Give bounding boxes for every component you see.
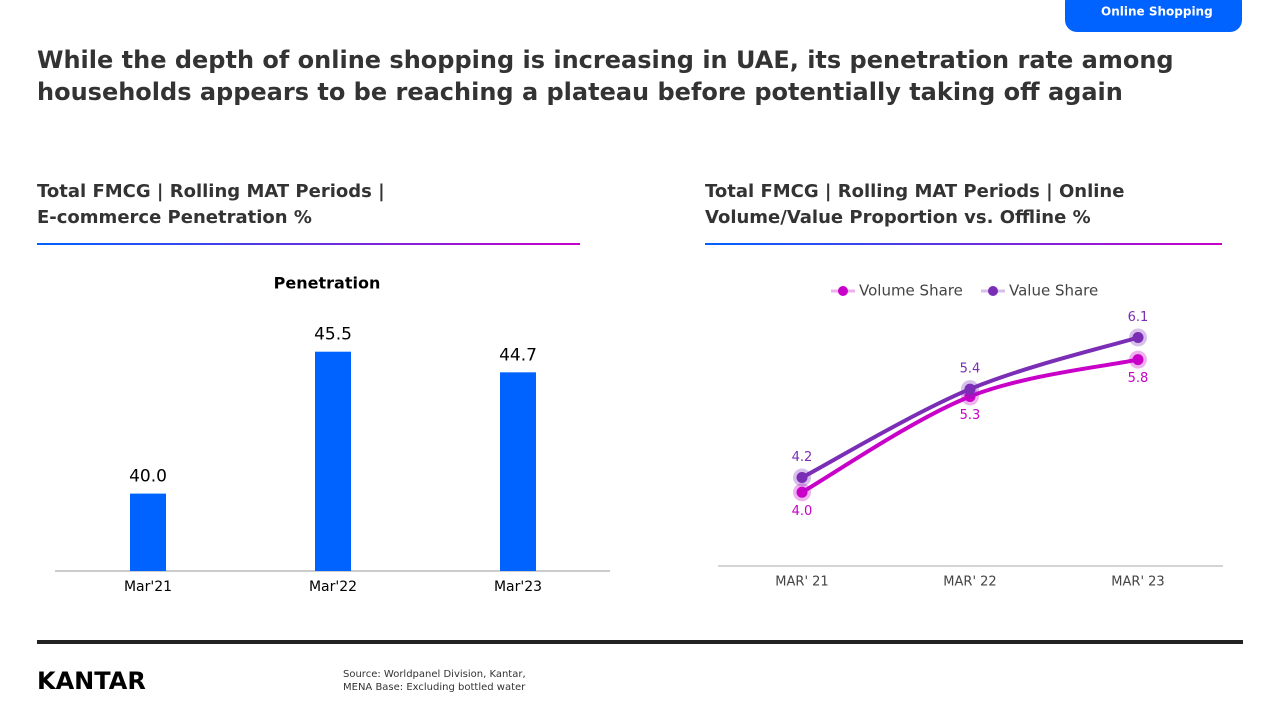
marker <box>964 383 976 395</box>
legend-marker <box>838 286 848 296</box>
marker <box>1132 331 1144 343</box>
legend-marker <box>988 286 998 296</box>
headline: households appears to be reaching a plat… <box>37 78 1123 106</box>
line <box>801 357 1139 495</box>
chart-subtitle: Penetration <box>274 274 381 293</box>
x-tick-label: MAR' 22 <box>943 575 996 590</box>
x-tick-label: MAR' 23 <box>1111 575 1164 590</box>
source: MENA Base: Excluding bottled water <box>343 682 526 693</box>
marker <box>1132 354 1144 366</box>
marker <box>796 472 808 484</box>
title-underline <box>37 243 580 245</box>
legend-label: Value Share <box>1009 282 1098 300</box>
value-label: 5.3 <box>960 408 981 423</box>
x-tick-label: Mar'23 <box>494 579 542 595</box>
title-underline <box>705 243 1222 245</box>
chart-title: Volume/Value Proportion vs. Offline % <box>705 207 1091 228</box>
tab[interactable] <box>1065 0 1242 32</box>
marker <box>796 486 808 498</box>
x-tick-label: Mar'21 <box>124 579 172 595</box>
logo: KANTAR <box>37 667 146 695</box>
value-label: 40.0 <box>129 467 167 487</box>
source: Source: Worldpanel Division, Kantar, <box>343 669 526 680</box>
x-tick-label: Mar'22 <box>309 579 357 595</box>
bar <box>130 493 166 571</box>
headline: While the depth of online shopping is in… <box>37 46 1174 74</box>
chart-title: Total FMCG | Rolling MAT Periods | <box>37 181 385 202</box>
footer-rule <box>37 640 1243 644</box>
tab-label[interactable]: Online Shopping <box>1101 5 1213 19</box>
chart-title: Total FMCG | Rolling MAT Periods | Onlin… <box>705 181 1124 202</box>
value-label: 6.1 <box>1128 310 1149 325</box>
bar <box>500 372 536 571</box>
value-label: 45.5 <box>314 325 352 345</box>
value-label: 44.7 <box>499 345 537 365</box>
bar <box>315 351 351 571</box>
chart-title: E-commerce Penetration % <box>37 207 312 228</box>
value-label: 5.8 <box>1128 371 1149 386</box>
legend-label: Volume Share <box>859 282 963 300</box>
value-label: 4.0 <box>792 504 813 519</box>
x-tick-label: MAR' 21 <box>775 575 828 590</box>
value-label: 5.4 <box>960 362 981 377</box>
value-label: 4.2 <box>792 450 813 465</box>
